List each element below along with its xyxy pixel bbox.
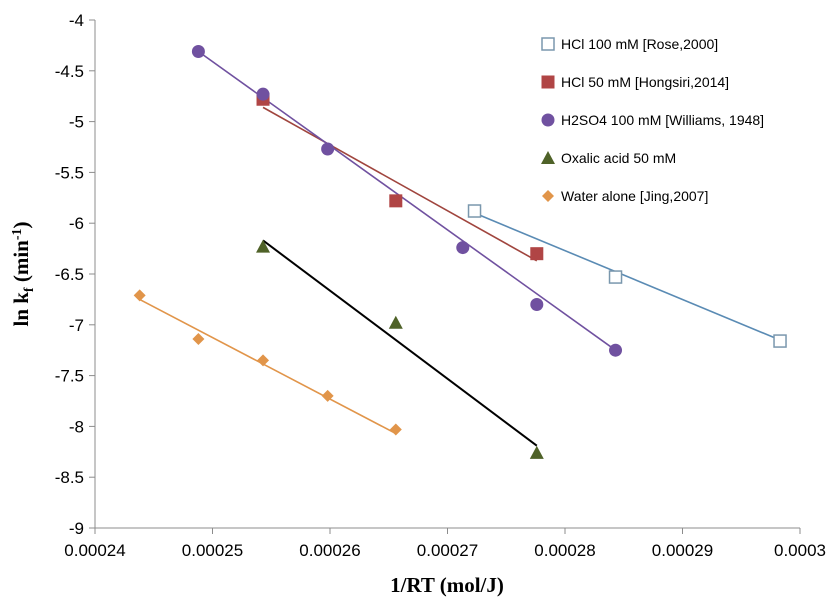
y-tick-label: -6.5 xyxy=(55,265,84,284)
data-point-series-5 xyxy=(192,333,205,346)
trendline-series-5 xyxy=(139,298,397,435)
data-point-series-4 xyxy=(388,315,403,329)
x-axis-title: 1/RT (mol/J) xyxy=(390,573,504,597)
legend-marker-series-2 xyxy=(541,75,555,89)
y-tick-label: -4 xyxy=(69,11,84,30)
data-point-series-3 xyxy=(530,297,544,311)
data-point-series-5 xyxy=(133,289,146,302)
data-point-series-2 xyxy=(530,247,544,261)
data-point-series-3 xyxy=(191,44,205,58)
axes xyxy=(94,20,800,529)
y-tick-label: -6 xyxy=(69,214,84,233)
legend-label-series-4: Oxalic acid 50 mM xyxy=(561,150,676,166)
y-tick-label: -7.5 xyxy=(55,367,84,386)
trendline-series-2 xyxy=(262,106,538,262)
data-point-series-3 xyxy=(609,343,623,357)
y-axis-title: ln kf (min-1) xyxy=(9,221,37,326)
legend-marker-series-5 xyxy=(542,190,554,202)
x-tick-label: 0.0003 xyxy=(774,541,826,560)
data-point-series-4 xyxy=(256,239,271,253)
data-point-series-2 xyxy=(389,194,403,208)
y-tick-label: -4.5 xyxy=(55,62,84,81)
y-axis-title-unit-close: ) xyxy=(9,221,33,228)
x-tick-label: 0.00026 xyxy=(299,541,360,560)
y-axis-title-unit-exp: -1 xyxy=(10,228,25,240)
y-axis-title-unit: (min xyxy=(9,240,33,288)
y-tick-label: -9 xyxy=(69,519,84,538)
trendline-series-4 xyxy=(262,239,538,447)
legend-marker-series-3 xyxy=(541,113,555,127)
trendline-series-1 xyxy=(474,212,781,341)
data-point-series-1 xyxy=(773,334,787,348)
y-tick-label: -8 xyxy=(69,417,84,436)
x-tick-label: 0.00029 xyxy=(652,541,713,560)
data-point-series-5 xyxy=(257,354,270,367)
legend-marker-series-4 xyxy=(541,151,555,164)
legend-label-series-3: H2SO4 100 mM [Williams, 1948] xyxy=(561,112,764,128)
legend: HCl 100 mM [Rose,2000] HCl 50 mM [Hongsir… xyxy=(541,36,764,204)
tick-marks xyxy=(89,19,801,534)
x-tick-label: 0.00024 xyxy=(64,541,125,560)
legend-label-series-5: Water alone [Jing,2007] xyxy=(561,188,708,204)
y-axis-title-main: ln k xyxy=(9,292,33,327)
data-point-series-3 xyxy=(256,87,270,101)
data-point-series-4 xyxy=(529,445,544,459)
data-point-series-5 xyxy=(389,423,402,436)
data-point-series-1 xyxy=(608,270,623,284)
x-tick-label: 0.00027 xyxy=(417,541,478,560)
legend-marker-series-1 xyxy=(541,37,555,51)
y-tick-label: -5 xyxy=(69,113,84,132)
x-tick-labels: 0.00024 0.00025 0.00026 0.00027 0.00028 0.000… xyxy=(64,541,826,560)
y-tick-label: -5.5 xyxy=(55,163,84,182)
legend-label-series-1: HCl 100 mM [Rose,2000] xyxy=(561,36,718,52)
data-points xyxy=(133,44,787,459)
x-tick-label: 0.00025 xyxy=(182,541,243,560)
x-tick-label: 0.00028 xyxy=(534,541,595,560)
data-point-series-3 xyxy=(456,241,470,255)
legend-label-series-2: HCl 50 mM [Hongsiri,2014] xyxy=(561,74,729,90)
data-point-series-1 xyxy=(467,204,482,218)
data-point-series-3 xyxy=(321,142,335,156)
y-axis-title-sub: f xyxy=(22,287,37,292)
y-tick-label: -7 xyxy=(69,316,84,335)
data-point-series-5 xyxy=(321,389,334,402)
trend-lines xyxy=(139,50,781,447)
y-tick-labels: -4 -4.5 -5 -5.5 -6 -6.5 -7 -7.5 -8 -8.5 -9 xyxy=(55,11,84,538)
y-tick-label: -8.5 xyxy=(55,468,84,487)
